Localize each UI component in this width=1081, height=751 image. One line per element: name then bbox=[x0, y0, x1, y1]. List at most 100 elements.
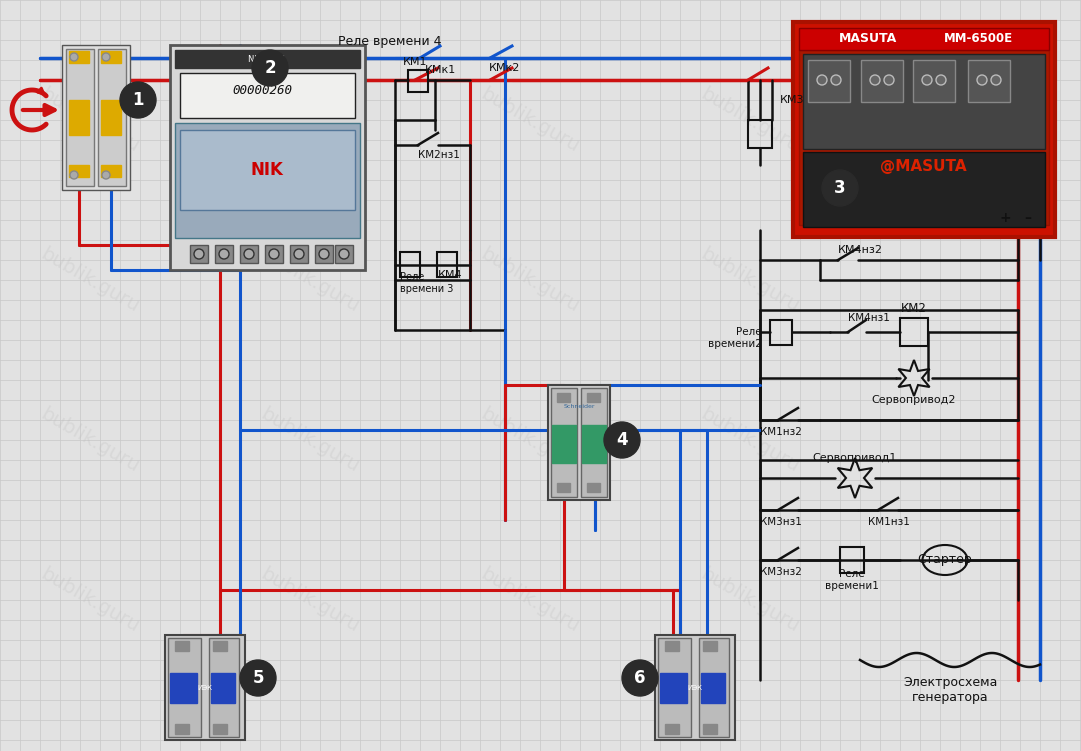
Bar bbox=[660, 673, 688, 703]
Text: –: – bbox=[1025, 211, 1031, 225]
Text: Сервопривод2: Сервопривод2 bbox=[871, 395, 957, 405]
Bar bbox=[165, 635, 245, 740]
Text: 3: 3 bbox=[835, 179, 845, 197]
Circle shape bbox=[339, 249, 349, 259]
Text: ИЭК: ИЭК bbox=[688, 685, 703, 691]
Circle shape bbox=[244, 249, 254, 259]
Text: bublik.guru: bublik.guru bbox=[478, 404, 583, 476]
Text: 1: 1 bbox=[132, 91, 144, 109]
Bar bbox=[69, 100, 89, 135]
Bar bbox=[748, 120, 772, 148]
Text: bublik.guru: bublik.guru bbox=[38, 244, 143, 316]
Text: КМ3нз1: КМ3нз1 bbox=[760, 517, 802, 527]
Bar bbox=[315, 245, 333, 263]
Text: NIK 2301: NIK 2301 bbox=[248, 55, 286, 64]
Circle shape bbox=[622, 660, 658, 696]
Circle shape bbox=[102, 171, 110, 179]
Bar bbox=[98, 49, 126, 186]
Bar bbox=[703, 641, 717, 651]
Text: КМ4нз2: КМ4нз2 bbox=[838, 245, 883, 255]
Text: ИЭК: ИЭК bbox=[198, 685, 213, 691]
Bar bbox=[699, 638, 729, 737]
Text: bublik.guru: bublik.guru bbox=[478, 564, 583, 636]
Text: КМк2: КМк2 bbox=[490, 63, 521, 73]
Bar bbox=[101, 100, 121, 135]
Text: bublik.guru: bublik.guru bbox=[38, 564, 143, 636]
Text: 6: 6 bbox=[635, 669, 645, 687]
Bar bbox=[168, 638, 201, 737]
Text: +: + bbox=[999, 211, 1011, 225]
Text: КМ3нз2: КМ3нз2 bbox=[760, 567, 802, 577]
Bar bbox=[175, 123, 360, 238]
Text: bublik.guru: bublik.guru bbox=[38, 404, 143, 476]
Circle shape bbox=[822, 170, 858, 206]
Circle shape bbox=[252, 50, 288, 86]
Bar bbox=[69, 51, 89, 63]
Bar bbox=[808, 60, 850, 102]
Circle shape bbox=[102, 53, 110, 61]
Circle shape bbox=[936, 75, 946, 85]
Text: MM-6500E: MM-6500E bbox=[944, 32, 1013, 46]
Bar bbox=[175, 50, 360, 68]
Text: Реле
времени 3: Реле времени 3 bbox=[400, 272, 453, 294]
Text: 4: 4 bbox=[616, 431, 628, 449]
Bar bbox=[69, 165, 89, 177]
Bar bbox=[181, 73, 355, 118]
Bar bbox=[587, 393, 600, 402]
Bar bbox=[170, 45, 365, 270]
Text: КМ4нз1: КМ4нз1 bbox=[848, 313, 890, 323]
Bar bbox=[557, 483, 570, 492]
Text: Реле
времени1: Реле времени1 bbox=[825, 569, 879, 591]
Circle shape bbox=[120, 82, 156, 118]
Bar bbox=[913, 60, 955, 102]
Bar bbox=[582, 425, 606, 463]
Text: КМк1: КМк1 bbox=[425, 65, 455, 75]
Text: bublik.guru: bublik.guru bbox=[257, 84, 362, 156]
Bar bbox=[408, 70, 428, 92]
Text: bublik.guru: bublik.guru bbox=[478, 244, 583, 316]
Bar bbox=[175, 641, 189, 651]
Bar bbox=[803, 152, 1045, 227]
Bar bbox=[101, 165, 121, 177]
Circle shape bbox=[870, 75, 880, 85]
Bar bbox=[655, 635, 735, 740]
Bar bbox=[290, 245, 308, 263]
Text: 2: 2 bbox=[264, 59, 276, 77]
Bar bbox=[557, 393, 570, 402]
Text: КМ4: КМ4 bbox=[438, 270, 463, 280]
Circle shape bbox=[294, 249, 304, 259]
Text: 00000260: 00000260 bbox=[232, 83, 292, 96]
Bar bbox=[548, 385, 610, 500]
Bar bbox=[552, 425, 576, 463]
Bar bbox=[175, 724, 189, 734]
Text: Реле
времени2: Реле времени2 bbox=[708, 327, 762, 348]
Bar bbox=[265, 245, 283, 263]
Bar bbox=[240, 245, 258, 263]
Bar bbox=[215, 245, 233, 263]
Text: bublik.guru: bublik.guru bbox=[478, 84, 583, 156]
Bar bbox=[658, 638, 691, 737]
Bar bbox=[587, 483, 600, 492]
Circle shape bbox=[219, 249, 229, 259]
Text: bublik.guru: bublik.guru bbox=[257, 404, 362, 476]
Circle shape bbox=[319, 249, 329, 259]
Bar bbox=[101, 51, 121, 63]
Bar bbox=[580, 388, 608, 497]
Circle shape bbox=[991, 75, 1001, 85]
Circle shape bbox=[269, 249, 279, 259]
Text: bublik.guru: bublik.guru bbox=[38, 84, 143, 156]
Text: NIK: NIK bbox=[251, 161, 283, 179]
Bar bbox=[799, 28, 1049, 50]
Bar bbox=[665, 724, 679, 734]
Bar bbox=[793, 22, 1055, 237]
Circle shape bbox=[604, 422, 640, 458]
Bar bbox=[551, 388, 577, 497]
Circle shape bbox=[193, 249, 204, 259]
Bar bbox=[170, 673, 197, 703]
Text: bublik.guru: bublik.guru bbox=[697, 84, 802, 156]
Bar bbox=[770, 320, 792, 345]
Bar bbox=[209, 638, 239, 737]
Bar bbox=[181, 130, 355, 210]
Text: КМ1: КМ1 bbox=[403, 57, 427, 67]
Bar bbox=[211, 673, 235, 703]
